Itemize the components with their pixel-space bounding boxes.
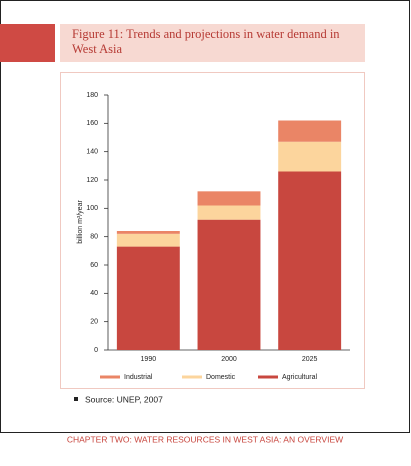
- y-tick-label: 140: [86, 149, 98, 156]
- y-tick-label: 20: [90, 319, 98, 326]
- bar-segment: [278, 120, 342, 142]
- y-tick-label: 120: [86, 177, 98, 184]
- y-tick-label: 60: [90, 262, 98, 269]
- source-bullet: [74, 397, 78, 401]
- title-box: Figure 11: Trends and projections in wat…: [72, 27, 340, 56]
- legend-label: Agricultural: [282, 374, 317, 381]
- x-tick-label: 2025: [302, 356, 318, 363]
- y-tick-label: 40: [90, 290, 98, 297]
- x-tick-label: 1990: [141, 356, 157, 363]
- y-tick-label: 180: [86, 92, 98, 99]
- chart-frame: [60, 72, 365, 389]
- bar-segment: [116, 233, 180, 247]
- bar-segment: [116, 231, 180, 234]
- header-band: [60, 24, 365, 62]
- chart-title: Figure 11: Trends and projections in wat…: [72, 27, 340, 56]
- bar-segment: [197, 205, 261, 220]
- legend-label: Domestic: [206, 374, 236, 381]
- y-tick-label: 160: [86, 120, 98, 127]
- bar-segment: [278, 171, 342, 350]
- y-tick-label: 0: [94, 347, 98, 354]
- bar-segment: [278, 141, 342, 172]
- x-tick-label: 2000: [221, 356, 237, 363]
- legend-label: Industrial: [124, 374, 153, 381]
- bar-segment: [116, 246, 180, 350]
- page-frame: [0, 0, 410, 433]
- bar-segment: [197, 191, 261, 206]
- header-block: [0, 24, 55, 62]
- source: Source: UNEP, 2007: [85, 394, 163, 404]
- y-tick-label: 100: [86, 205, 98, 212]
- y-axis-label: billion m³/year: [77, 200, 84, 244]
- footer: CHAPTER TWO: WATER RESOURCES IN WEST ASI…: [67, 434, 343, 444]
- y-tick-label: 80: [90, 234, 98, 241]
- bar-segment: [197, 219, 261, 350]
